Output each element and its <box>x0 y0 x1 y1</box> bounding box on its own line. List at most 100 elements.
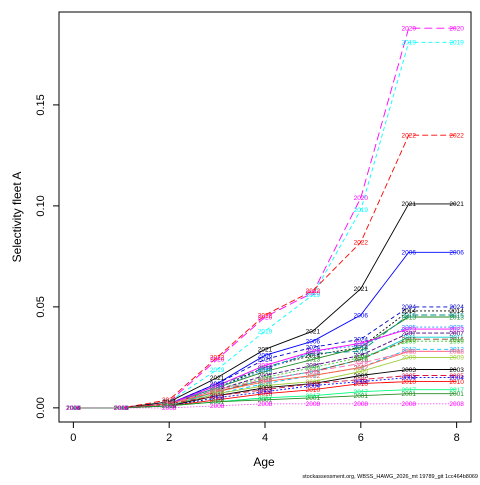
series-point-label: 2020 <box>449 25 464 32</box>
series-point-label: 2019 <box>210 367 225 374</box>
series-point-label: 2017 <box>258 395 273 402</box>
series-line-2014 <box>73 310 457 409</box>
series-point-label: 2010 <box>210 397 225 404</box>
series-point-label: 2005 <box>306 381 321 388</box>
series-point-label: 2014 <box>306 353 321 360</box>
series-point-label: 2024 <box>114 405 129 412</box>
series-point-label: 2024 <box>162 401 177 408</box>
series-point-label: 2010 <box>162 403 177 410</box>
series-point-label: 2017 <box>66 405 81 412</box>
series-point-label: 2005 <box>162 401 177 408</box>
series-point-label: 2016 <box>210 389 225 396</box>
series-point-label: 2016 <box>306 369 321 376</box>
series-point-label: 2015 <box>66 405 81 412</box>
y-axis: 0.00 0.05 0.10 0.15 <box>35 94 60 419</box>
series-point-label: 2013 <box>401 314 416 321</box>
series-point-label: 1999 <box>354 355 369 362</box>
series-point-label: 2005 <box>66 405 81 412</box>
series-line-2001 <box>73 393 457 409</box>
series-point-label: 2009 <box>66 405 81 412</box>
series-point-label: 2007 <box>401 330 416 337</box>
series-point-label: 2008 <box>66 405 81 412</box>
series-point-label: 2019 <box>66 405 81 412</box>
series-point-label: 2013 <box>449 314 464 321</box>
series-point-label: 2004 <box>66 405 81 412</box>
series-line-2022 <box>73 134 457 409</box>
series-point-label: 2017 <box>210 399 225 406</box>
series-point-label: 2012 <box>162 403 177 410</box>
series-point-label: 2018 <box>162 401 177 408</box>
series-point-label: 2023 <box>114 405 129 412</box>
series-point-label: 2019 <box>258 328 273 335</box>
series-point-label: 2023 <box>449 326 464 333</box>
series-point-label: 2001 <box>306 395 321 402</box>
series-point-label: 2020 <box>114 405 129 412</box>
series-point-label: 2002 <box>354 365 369 372</box>
series-point-label: 2003 <box>210 393 225 400</box>
series-point-label: 2009 <box>162 403 177 410</box>
series-point-label: 2023 <box>162 401 177 408</box>
series-point-label: 2025 <box>449 324 464 331</box>
series-point-label: 2011 <box>450 334 464 341</box>
series-point-label: 2002 <box>210 389 225 396</box>
series-point-label: 2021 <box>449 201 464 208</box>
series-point-label: 1999 <box>114 405 129 412</box>
series-point-label: 2019 <box>162 399 177 406</box>
series-point-label: 1999 <box>66 405 81 412</box>
series-line-2021 <box>73 203 457 409</box>
series-point-label: 2025 <box>354 343 369 350</box>
footer-caption: stockassessment.org, WBSS_HAWG_2026_mt 1… <box>302 474 478 480</box>
series-point-label: 2005 <box>210 393 225 400</box>
series-point-label: 2009 <box>354 369 369 376</box>
series-point-label: 2003 <box>401 367 416 374</box>
series-point-label: 2004 <box>449 375 464 382</box>
x-tick-label: 2 <box>166 432 172 444</box>
series-point-label: 2016 <box>258 377 273 384</box>
series-point-label: 2017 <box>162 403 177 410</box>
series-point-label: 2012 <box>114 405 129 412</box>
series-layer <box>73 27 457 409</box>
series-point-label: 2016 <box>162 401 177 408</box>
series-point-label: 2006 <box>354 312 369 319</box>
y-tick-label: 0.00 <box>35 397 47 418</box>
series-point-label: 2017 <box>306 393 321 400</box>
series-point-label: 2014 <box>210 385 225 392</box>
series-point-label: 2002 <box>449 349 464 356</box>
series-line-2008 <box>73 403 457 409</box>
series-point-label: 2016 <box>66 405 81 412</box>
series-point-label: 2014 <box>354 345 369 352</box>
series-point-label: 2002 <box>401 349 416 356</box>
series-point-label: 2012 <box>449 347 464 354</box>
series-point-label: 2018 <box>306 369 321 376</box>
series-point-label: 2001 <box>258 397 273 404</box>
series-point-label: 2025 <box>210 385 225 392</box>
series-point-label: 2003 <box>162 403 177 410</box>
series-point-label: 2015 <box>354 349 369 356</box>
series-point-label: 2025 <box>162 401 177 408</box>
series-point-label: 1999 <box>401 339 416 346</box>
series-point-label: 1999 <box>210 387 225 394</box>
series-point-label: 2002 <box>162 401 177 408</box>
series-point-label: 2008 <box>210 403 225 410</box>
series-point-label: 2010 <box>114 405 129 412</box>
series-point-label: 2001 <box>401 391 416 398</box>
series-point-label: 2015 <box>210 383 225 390</box>
series-point-label: 2020 <box>401 25 416 32</box>
series-point-label: 2018 <box>449 349 464 356</box>
series-point-label: 2008 <box>449 401 464 408</box>
series-point-label: 2007 <box>354 353 369 360</box>
series-point-label: 2006 <box>114 405 129 412</box>
y-tick-label: 0.10 <box>35 195 47 216</box>
series-point-label: 2008 <box>258 401 273 408</box>
series-point-label: 2004 <box>306 383 321 390</box>
series-point-label: 2004 <box>401 375 416 382</box>
series-point-label: 2011 <box>258 377 272 384</box>
series-point-label: 2014 <box>114 405 129 412</box>
series-point-label: 2008 <box>354 401 369 408</box>
series-point-label: 2015 <box>162 401 177 408</box>
series-point-label: 2006 <box>66 405 81 412</box>
series-point-label: 2001 <box>210 399 225 406</box>
series-point-label: 1999 <box>162 401 177 408</box>
series-point-label: 2004 <box>258 389 273 396</box>
